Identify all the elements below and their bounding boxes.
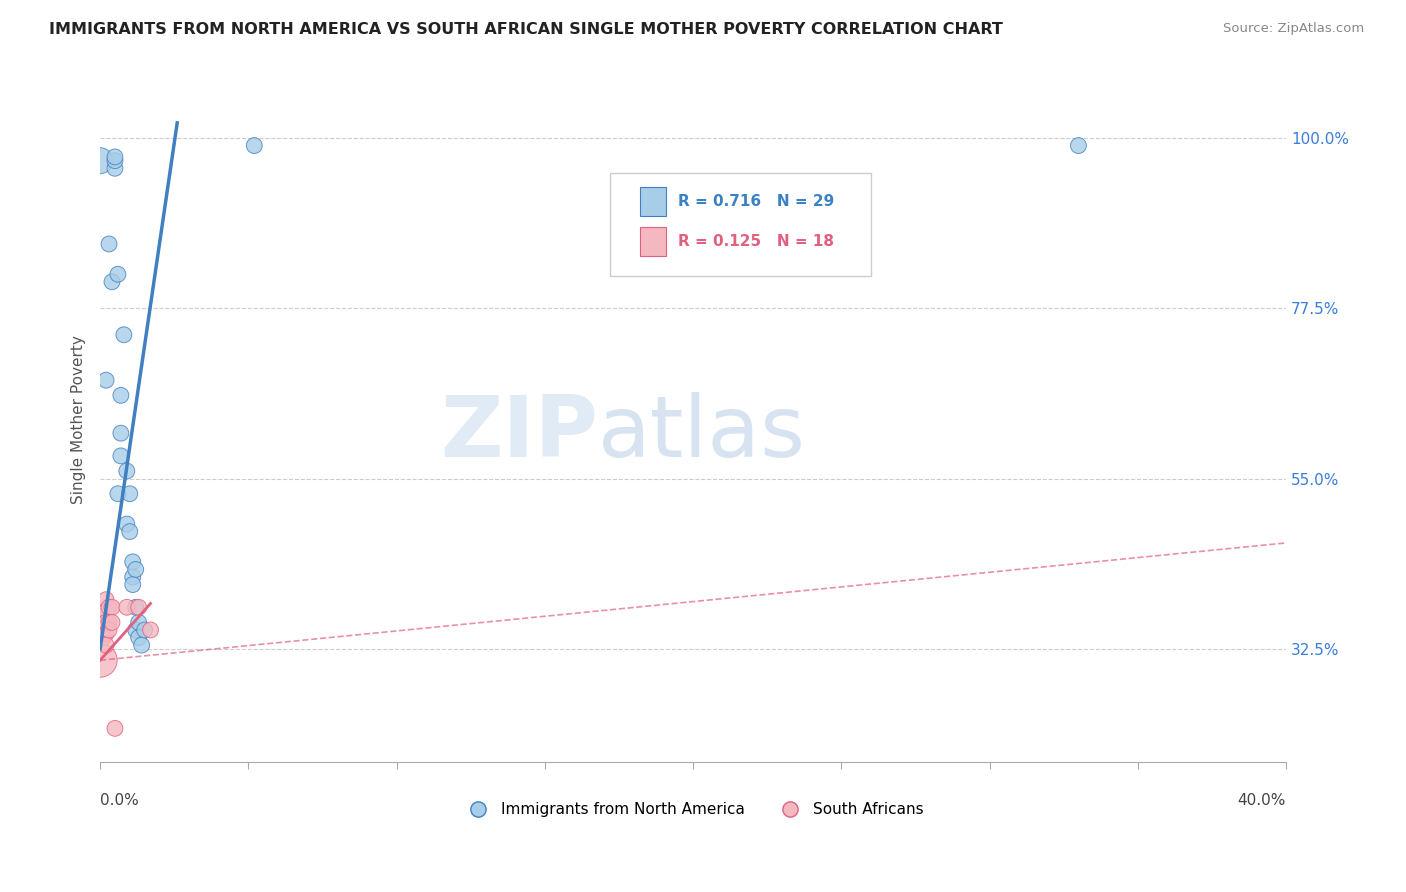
Point	[94, 592, 117, 607]
Point	[89, 153, 111, 168]
Point	[101, 600, 124, 615]
Point	[1067, 138, 1090, 153]
Point	[121, 555, 143, 569]
Point	[98, 615, 121, 630]
Point	[110, 388, 132, 402]
Point	[91, 631, 114, 645]
Point	[91, 626, 114, 640]
Point	[94, 615, 117, 630]
Point	[104, 153, 127, 168]
Point	[89, 653, 111, 667]
Point	[139, 623, 162, 637]
Text: IMMIGRANTS FROM NORTH AMERICA VS SOUTH AFRICAN SINGLE MOTHER POVERTY CORRELATION: IMMIGRANTS FROM NORTH AMERICA VS SOUTH A…	[49, 22, 1002, 37]
Point	[98, 623, 121, 637]
Text: 40.0%: 40.0%	[1237, 793, 1286, 808]
Point	[125, 600, 148, 615]
Point	[104, 150, 127, 164]
Text: R = 0.125   N = 18: R = 0.125 N = 18	[678, 234, 834, 249]
Bar	[640, 187, 666, 216]
Point	[110, 449, 132, 463]
Point	[125, 623, 148, 637]
Point	[118, 487, 141, 501]
Y-axis label: Single Mother Poverty: Single Mother Poverty	[72, 335, 86, 504]
Text: 0.0%: 0.0%	[100, 793, 139, 808]
Point	[110, 426, 132, 441]
Text: R = 0.716   N = 29: R = 0.716 N = 29	[678, 194, 834, 209]
FancyBboxPatch shape	[610, 173, 870, 277]
Point	[121, 577, 143, 591]
Point	[94, 604, 117, 618]
Point	[104, 722, 127, 736]
Point	[107, 487, 129, 501]
Point	[98, 236, 121, 251]
Point	[94, 373, 117, 387]
Point	[128, 631, 150, 645]
Point	[115, 464, 138, 478]
Bar	[640, 227, 666, 256]
Point	[125, 562, 148, 576]
Point	[104, 161, 127, 176]
Point	[134, 623, 156, 637]
Point	[118, 524, 141, 539]
Point	[115, 600, 138, 615]
Text: ZIP: ZIP	[440, 392, 598, 475]
Legend: Immigrants from North America, South Africans: Immigrants from North America, South Afr…	[456, 796, 929, 823]
Point	[98, 600, 121, 615]
Point	[101, 275, 124, 289]
Text: Source: ZipAtlas.com: Source: ZipAtlas.com	[1223, 22, 1364, 36]
Point	[115, 516, 138, 531]
Point	[243, 138, 266, 153]
Point	[121, 570, 143, 584]
Text: atlas: atlas	[598, 392, 806, 475]
Point	[128, 615, 150, 630]
Point	[101, 615, 124, 630]
Point	[94, 638, 117, 652]
Point	[107, 267, 129, 281]
Point	[131, 638, 153, 652]
Point	[128, 600, 150, 615]
Point	[94, 626, 117, 640]
Point	[91, 607, 114, 622]
Point	[112, 327, 135, 342]
